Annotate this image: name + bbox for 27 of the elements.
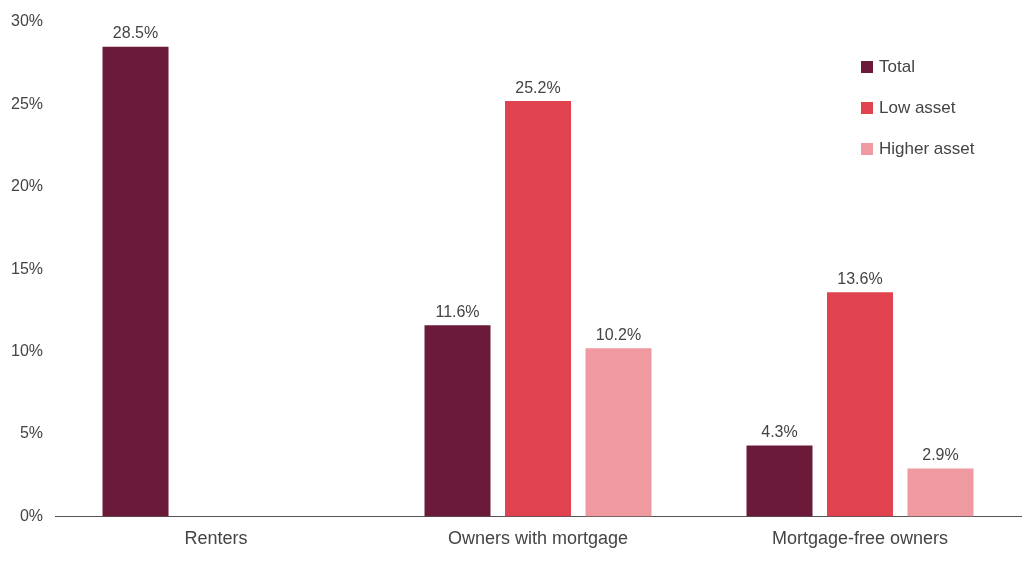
- y-tick-label: 10%: [10, 342, 44, 360]
- data-label: 28.5%: [112, 24, 159, 42]
- x-tick-label: Owners with mortgage: [447, 528, 629, 549]
- data-label: 13.6%: [837, 269, 883, 287]
- legend-label: Low asset: [879, 97, 956, 117]
- y-tick-label: 30%: [10, 12, 44, 30]
- data-label: 10.2%: [595, 325, 642, 343]
- y-tick-label: 0%: [19, 506, 44, 524]
- x-tick-label: Renters: [184, 528, 248, 549]
- data-label: 11.6%: [435, 302, 480, 320]
- data-label: 2.9%: [922, 446, 959, 464]
- legend-label: Higher asset: [879, 138, 975, 158]
- bar: [746, 445, 813, 517]
- bar: [102, 46, 169, 517]
- legend-label: Total: [879, 56, 915, 76]
- bar: [424, 325, 491, 517]
- bar: [827, 292, 894, 517]
- bar: [907, 468, 974, 517]
- x-tick-label: Mortgage-free owners: [771, 528, 949, 549]
- bar: [505, 101, 572, 517]
- data-label: 4.3%: [761, 422, 798, 440]
- y-tick-label: 15%: [10, 259, 44, 277]
- data-label: 25.2%: [515, 78, 561, 96]
- y-tick-label: 20%: [10, 177, 44, 195]
- bar: [585, 348, 652, 517]
- y-tick-label: 5%: [19, 424, 44, 442]
- y-tick-label: 25%: [10, 94, 44, 112]
